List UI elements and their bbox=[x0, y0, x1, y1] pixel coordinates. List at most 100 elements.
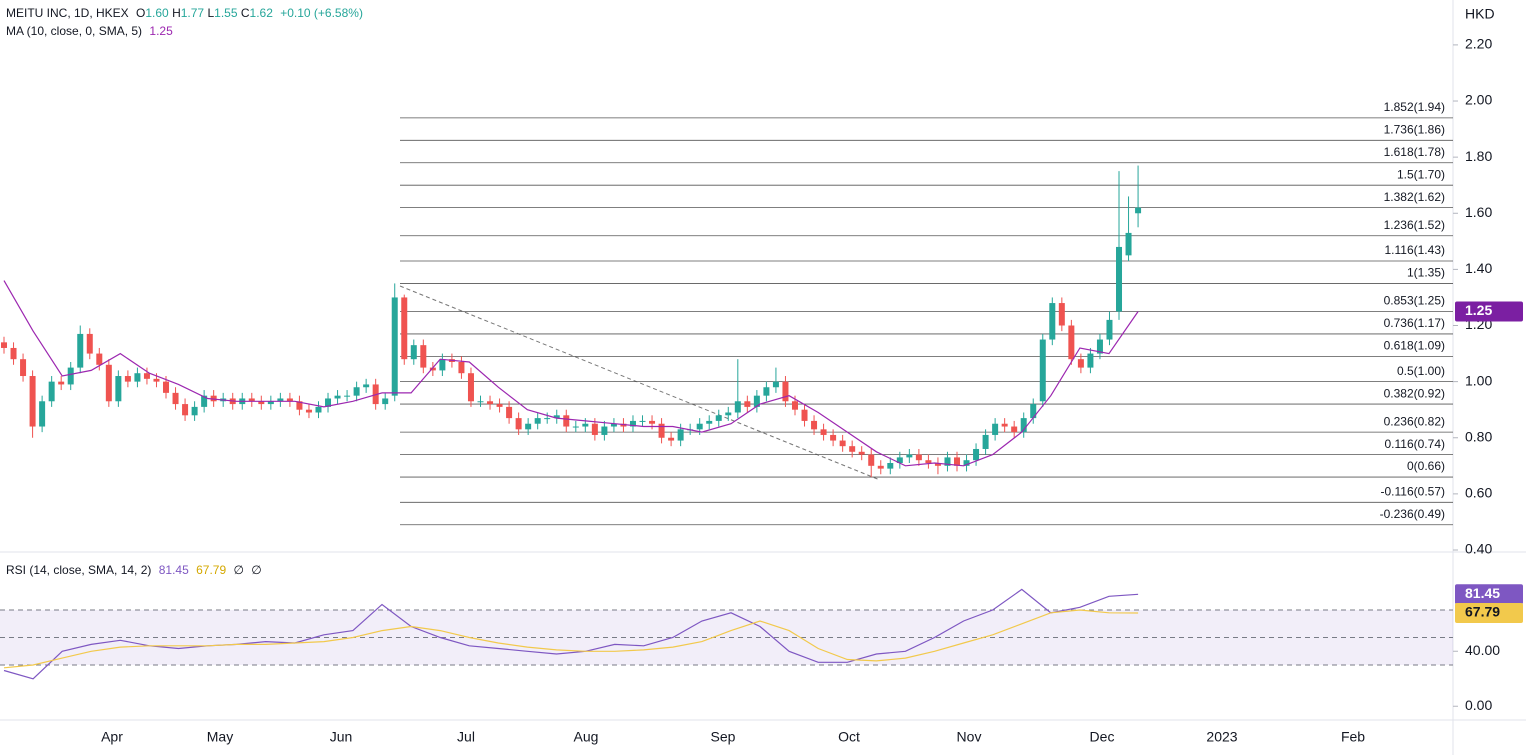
rsi-legend: RSI (14, close, SMA, 14, 2) 81.45 67.79 … bbox=[6, 563, 266, 577]
rsi-tag-label: 81.45 bbox=[1465, 585, 1500, 601]
rsi-title: RSI (14, close, SMA, 14, 2) bbox=[6, 563, 152, 577]
candle-body bbox=[286, 398, 293, 402]
candle-body bbox=[1058, 303, 1065, 326]
fib-label: 1.5(1.70) bbox=[1397, 167, 1445, 181]
fib-label: 0.5(1.00) bbox=[1397, 364, 1445, 378]
candle-body bbox=[382, 398, 389, 405]
candle-body bbox=[934, 463, 941, 466]
y-tick-label: 0.00 bbox=[1465, 697, 1492, 713]
candle-body bbox=[830, 434, 837, 441]
candle-body bbox=[487, 401, 494, 405]
x-tick-label: May bbox=[207, 729, 233, 745]
x-tick-label: Feb bbox=[1341, 729, 1365, 745]
x-tick-label: Apr bbox=[101, 729, 123, 745]
fib-label: -0.116(0.57) bbox=[1381, 484, 1445, 498]
currency-label: HKD bbox=[1465, 6, 1495, 22]
rsi-extra: ∅ bbox=[251, 563, 262, 577]
candle-body bbox=[258, 401, 265, 405]
candle-body bbox=[334, 395, 341, 399]
symbol-title: MEITU INC, 1D, HKEX bbox=[6, 6, 129, 20]
candle-body bbox=[96, 353, 103, 365]
candle-body bbox=[706, 420, 713, 424]
fib-label: 0.236(0.82) bbox=[1384, 414, 1445, 428]
ohlc-value: 1.62 bbox=[249, 6, 273, 20]
ohlc-label: C bbox=[240, 6, 250, 20]
candle-body bbox=[601, 426, 608, 435]
price-legend: MEITU INC, 1D, HKEX O1.60 H1.77 L1.55 C1… bbox=[6, 6, 367, 20]
candle-body bbox=[1135, 207, 1142, 214]
candle-body bbox=[544, 418, 551, 420]
candle-body bbox=[344, 395, 351, 397]
candle-body bbox=[1116, 246, 1123, 312]
trend-line bbox=[399, 285, 881, 481]
ohlc-values: O1.60 H1.77 L1.55 C1.62 bbox=[136, 6, 276, 20]
candle-body bbox=[973, 448, 980, 461]
candle-body bbox=[839, 440, 846, 447]
candle-body bbox=[582, 423, 589, 427]
candle-body bbox=[467, 373, 474, 402]
candle-body bbox=[477, 401, 484, 403]
candle-body bbox=[811, 420, 818, 430]
candle-body bbox=[1068, 325, 1075, 360]
fib-label: 0.116(0.74) bbox=[1385, 437, 1446, 451]
candle-body bbox=[525, 423, 532, 430]
candle-body bbox=[20, 359, 27, 377]
y-tick-label: 1.80 bbox=[1465, 148, 1492, 164]
candle-body bbox=[563, 415, 570, 427]
candle-body bbox=[172, 392, 179, 405]
candle-body bbox=[515, 418, 522, 430]
y-tick-label: 0.80 bbox=[1465, 428, 1492, 444]
x-tick-label: Oct bbox=[838, 729, 860, 745]
rsi-ma-value: 67.79 bbox=[196, 563, 227, 577]
candle-body bbox=[868, 454, 875, 466]
y-tick-label: 1.40 bbox=[1465, 260, 1492, 276]
candle-body bbox=[782, 381, 789, 402]
candle-body bbox=[572, 426, 579, 428]
candle-body bbox=[849, 446, 856, 452]
candle-body bbox=[1096, 339, 1103, 354]
candle-body bbox=[48, 381, 55, 402]
fib-label: 0.853(1.25) bbox=[1384, 294, 1445, 308]
candle-body bbox=[1011, 426, 1018, 433]
rsi-tag-label: 67.79 bbox=[1465, 604, 1500, 620]
y-tick-label: 1.00 bbox=[1465, 372, 1492, 388]
y-tick-label: 1.60 bbox=[1465, 204, 1492, 220]
ma-price-tag-label: 1.25 bbox=[1465, 302, 1492, 318]
candle-body bbox=[439, 359, 446, 371]
y-tick-label: 2.20 bbox=[1465, 36, 1492, 52]
y-tick-label: 0.40 bbox=[1465, 541, 1492, 557]
candle-body bbox=[649, 420, 656, 424]
candle-body bbox=[248, 398, 255, 402]
candle-body bbox=[391, 297, 398, 396]
candle-body bbox=[201, 395, 208, 407]
x-tick-label: Aug bbox=[574, 729, 599, 745]
candle-body bbox=[906, 454, 913, 458]
candle-body bbox=[1049, 303, 1056, 340]
candle-body bbox=[458, 361, 465, 374]
candle-body bbox=[1, 342, 7, 348]
candle-body bbox=[1030, 404, 1037, 419]
candle-body bbox=[744, 401, 751, 407]
candle-body bbox=[677, 429, 684, 441]
candle-body bbox=[182, 404, 189, 416]
candle-body bbox=[353, 387, 360, 396]
candle-body bbox=[429, 367, 436, 371]
candle-body bbox=[325, 398, 332, 407]
ohlc-label: H bbox=[172, 6, 181, 20]
candle-body bbox=[143, 373, 150, 379]
candle-body bbox=[86, 333, 93, 354]
fib-label: 0.382(0.92) bbox=[1384, 386, 1445, 400]
candle-body bbox=[315, 406, 322, 413]
candle-body bbox=[58, 381, 65, 385]
ma-value: 1.25 bbox=[149, 24, 173, 38]
ohlc-label: O bbox=[136, 6, 146, 20]
candle-body bbox=[67, 367, 74, 385]
candle-body bbox=[1106, 319, 1113, 340]
y-tick-label: 0.60 bbox=[1465, 485, 1492, 501]
candle-body bbox=[191, 406, 198, 416]
fib-label: 1.236(1.52) bbox=[1384, 218, 1445, 232]
candle-body bbox=[506, 406, 513, 419]
candle-body bbox=[725, 412, 732, 416]
ohlc-value: 1.60 bbox=[145, 6, 169, 20]
x-tick-label: Nov bbox=[957, 729, 982, 745]
